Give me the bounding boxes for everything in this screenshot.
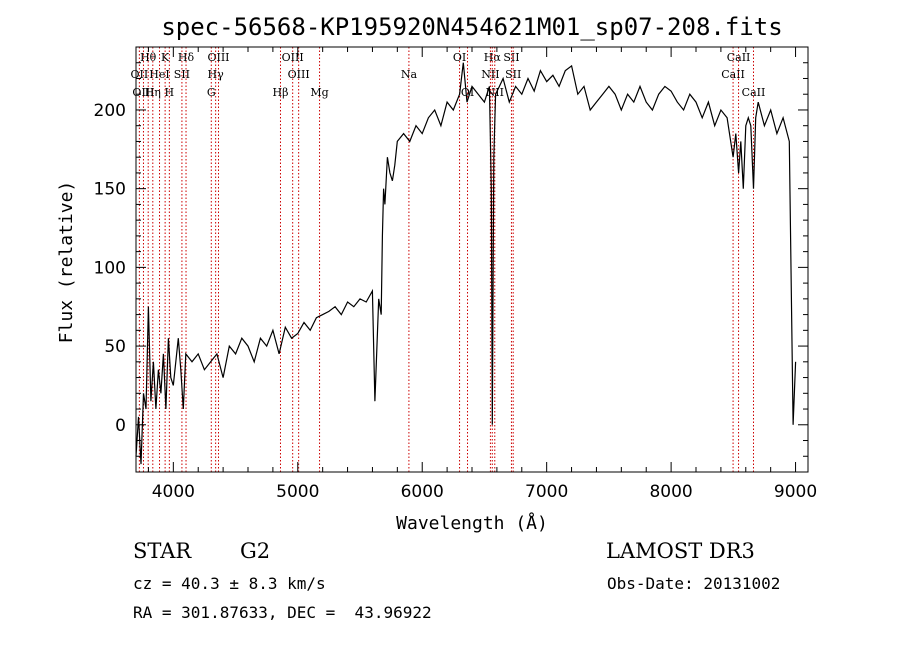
- chart-title: spec-56568-KP195920N454621M01_sp07-208.f…: [161, 13, 782, 41]
- marker-label-25: CaII: [727, 51, 751, 64]
- marker-label-22: SII: [503, 51, 519, 64]
- marker-label-4: HeI: [149, 68, 169, 81]
- y-axis-label: Flux (relative): [56, 181, 77, 344]
- marker-label-15: Mg: [310, 86, 328, 99]
- marker-label-11: G: [207, 86, 216, 99]
- y-tick-label: 0: [115, 416, 126, 436]
- obs-date-line: Obs-Date: 20131002: [607, 574, 781, 593]
- x-axis: 4000 5000 6000 7000 8000 9000: [147, 47, 817, 502]
- x-tick-label: 8000: [649, 482, 692, 502]
- survey-name: LAMOST DR3: [606, 539, 755, 563]
- marker-label-14: OIII: [288, 68, 310, 81]
- marker-label-16: Na: [401, 68, 418, 81]
- object-subclass: G2: [240, 539, 271, 563]
- coordinates-line: RA = 301.87633, DEC = 43.96922: [133, 603, 432, 622]
- y-tick-label: 200: [94, 101, 126, 121]
- marker-label-19: Hα: [484, 51, 502, 64]
- marker-label-8: Hδ: [178, 51, 195, 64]
- y-tick-label: 150: [94, 180, 126, 200]
- y-axis: 0 50 100 150 200: [94, 46, 808, 457]
- marker-label-23: SII: [505, 68, 521, 81]
- marker-label-26: CaII: [742, 86, 766, 99]
- marker-label-17: OI: [453, 51, 466, 64]
- y-tick-label: 100: [94, 258, 126, 278]
- spectrum-series: [135, 62, 797, 465]
- marker-label-21: NII: [486, 86, 504, 99]
- x-tick-label: 6000: [401, 482, 444, 502]
- marker-label-6: SII: [174, 68, 190, 81]
- marker-label-24: CaII: [721, 68, 745, 81]
- marker-label-12: Hβ: [273, 86, 289, 99]
- x-tick-label: 4000: [152, 482, 195, 502]
- marker-label-10: Hγ: [208, 68, 225, 81]
- marker-label-20: NII: [481, 68, 499, 81]
- marker-label-9: OIII: [207, 51, 229, 64]
- marker-label-1: OII: [131, 68, 149, 81]
- object-class: STAR: [133, 539, 192, 563]
- marker-label-7: H: [165, 86, 175, 99]
- marker-label-13: OIII: [282, 51, 304, 64]
- redshift-line: cz = 40.3 ± 8.3 km/s: [133, 574, 326, 593]
- marker-label-5: Hη: [145, 86, 161, 99]
- spectrum-line: [135, 62, 797, 465]
- x-tick-label: 5000: [276, 482, 319, 502]
- marker-label-0: Hθ: [140, 51, 157, 64]
- y-tick-label: 50: [104, 337, 126, 357]
- marker-label-3: K: [161, 51, 170, 64]
- x-tick-label: 7000: [525, 482, 568, 502]
- x-axis-label: Wavelength (Å): [396, 512, 548, 534]
- marker-label-18: OI: [461, 86, 474, 99]
- x-tick-label: 9000: [774, 482, 817, 502]
- plot-frame: [135, 46, 809, 473]
- marker-label-2: OIII: [132, 86, 154, 99]
